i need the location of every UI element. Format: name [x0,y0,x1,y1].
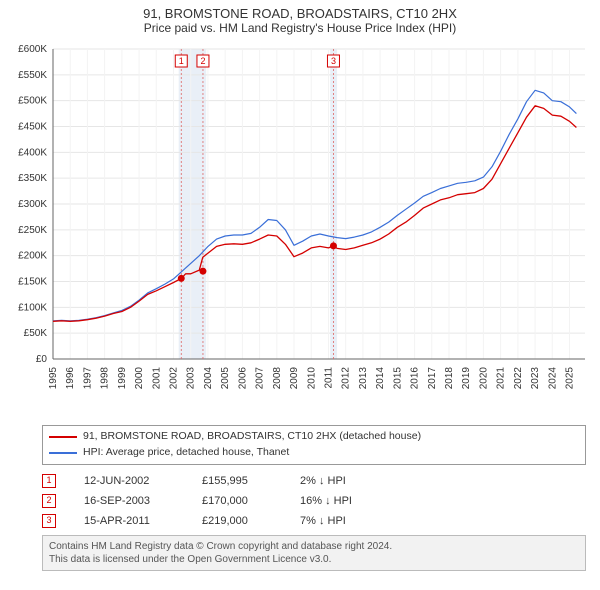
svg-text:£250K: £250K [18,225,47,236]
svg-text:£0: £0 [36,354,48,365]
footer-licence: Contains HM Land Registry data © Crown c… [42,535,586,571]
svg-text:1995: 1995 [48,367,59,390]
svg-text:1996: 1996 [65,367,76,390]
svg-text:£550K: £550K [18,70,47,81]
svg-text:2017: 2017 [427,367,438,390]
svg-text:2010: 2010 [306,367,317,390]
footer-line-2: This data is licensed under the Open Gov… [49,553,579,566]
sales-table: 1 12-JUN-2002 £155,995 2% ↓ HPI 2 16-SEP-2003… [42,471,586,531]
svg-text:1997: 1997 [82,367,93,390]
svg-text:2004: 2004 [203,367,214,390]
svg-text:1999: 1999 [117,367,128,390]
sale-date: 12-JUN-2002 [84,475,174,487]
svg-text:2019: 2019 [461,367,472,390]
legend-swatch [49,436,77,438]
chart-container: 91, BROMSTONE ROAD, BROADSTAIRS, CT10 2H… [0,0,600,590]
svg-text:2025: 2025 [565,367,576,390]
legend-row: 91, BROMSTONE ROAD, BROADSTAIRS, CT10 2H… [49,429,579,445]
sale-delta: 16% ↓ HPI [300,495,390,507]
svg-text:2023: 2023 [530,367,541,390]
svg-text:£600K: £600K [18,44,47,55]
svg-text:2005: 2005 [220,367,231,390]
legend-swatch [49,452,77,454]
svg-text:2014: 2014 [375,367,386,390]
svg-text:£100K: £100K [18,302,47,313]
svg-text:2011: 2011 [323,367,334,389]
svg-text:1998: 1998 [100,367,111,390]
sale-date: 15-APR-2011 [84,515,174,527]
svg-text:2012: 2012 [341,367,352,390]
sale-price: £155,995 [202,475,272,487]
svg-text:1: 1 [179,56,184,66]
sale-marker-icon: 1 [42,474,56,488]
svg-text:2000: 2000 [134,367,145,390]
chart-area: £0 £50K £100K £150K £200K £250K £300K £350K £400… [5,39,595,419]
svg-text:£350K: £350K [18,173,47,184]
svg-text:2: 2 [200,56,205,66]
svg-text:2016: 2016 [410,367,421,390]
legend-label: 91, BROMSTONE ROAD, BROADSTAIRS, CT10 2H… [83,429,421,445]
sale-date: 16-SEP-2003 [84,495,174,507]
sales-row: 3 15-APR-2011 £219,000 7% ↓ HPI [42,511,586,531]
svg-text:£150K: £150K [18,277,47,288]
line-chart-svg: £0 £50K £100K £150K £200K £250K £300K £350K £400… [5,39,595,419]
legend: 91, BROMSTONE ROAD, BROADSTAIRS, CT10 2H… [42,425,586,465]
footer-line-1: Contains HM Land Registry data © Crown c… [49,540,579,553]
sales-row: 2 16-SEP-2003 £170,000 16% ↓ HPI [42,491,586,511]
svg-text:£400K: £400K [18,147,47,158]
svg-text:2022: 2022 [513,367,524,390]
svg-text:2013: 2013 [358,367,369,390]
chart-subtitle: Price paid vs. HM Land Registry's House … [0,21,600,39]
sale-delta: 7% ↓ HPI [300,515,390,527]
svg-text:2021: 2021 [496,367,507,390]
svg-text:2024: 2024 [547,367,558,390]
legend-label: HPI: Average price, detached house, Than… [83,445,289,461]
chart-title: 91, BROMSTONE ROAD, BROADSTAIRS, CT10 2H… [0,0,600,21]
svg-text:2020: 2020 [478,367,489,390]
sale-price: £219,000 [202,515,272,527]
sale-price: £170,000 [202,495,272,507]
svg-text:2006: 2006 [237,367,248,390]
sales-row: 1 12-JUN-2002 £155,995 2% ↓ HPI [42,471,586,491]
legend-row: HPI: Average price, detached house, Than… [49,445,579,461]
svg-text:£200K: £200K [18,251,47,262]
svg-text:2001: 2001 [151,367,162,390]
svg-text:2008: 2008 [272,367,283,390]
svg-text:£300K: £300K [18,199,47,210]
svg-text:£450K: £450K [18,122,47,133]
svg-text:2018: 2018 [444,367,455,390]
svg-text:2015: 2015 [392,367,403,390]
svg-text:2002: 2002 [169,367,180,390]
sale-delta: 2% ↓ HPI [300,475,390,487]
sale-marker-icon: 3 [42,514,56,528]
svg-text:£50K: £50K [24,328,48,339]
svg-text:2007: 2007 [255,367,266,390]
svg-text:3: 3 [331,56,336,66]
sale-marker-icon: 2 [42,494,56,508]
svg-text:2003: 2003 [186,367,197,390]
svg-text:2009: 2009 [289,367,300,390]
svg-text:£500K: £500K [18,96,47,107]
